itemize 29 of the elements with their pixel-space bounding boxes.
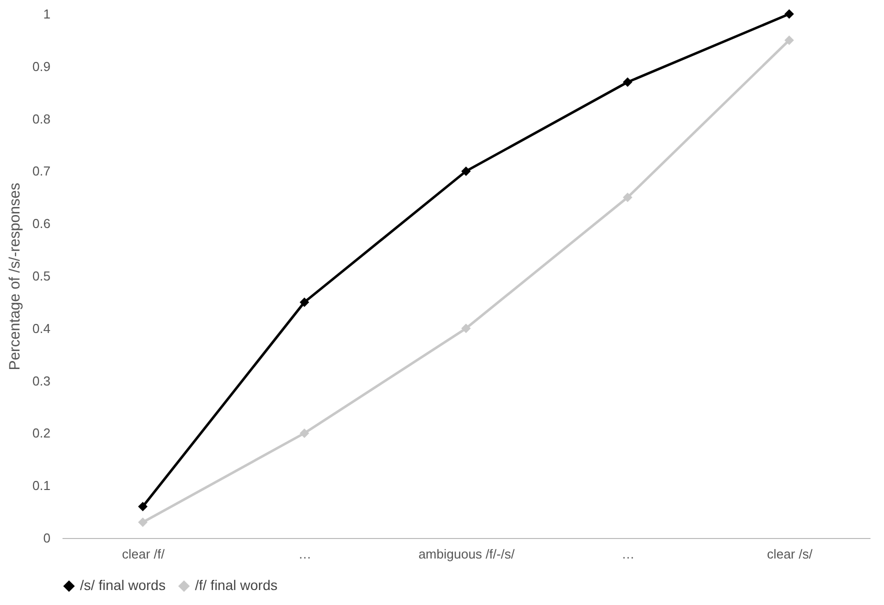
y-tick-label: 0.5 (32, 268, 50, 284)
legend-label: /f/ final words (195, 577, 278, 594)
point (300, 428, 310, 438)
x-tick-label: ambiguous /f/-/s/ (418, 546, 515, 562)
point (138, 502, 148, 512)
y-axis-title: Percentage of /s/-responses (6, 182, 24, 370)
point (461, 324, 471, 334)
y-tick-label: 1 (43, 6, 50, 22)
y-tick-label: 0.7 (32, 164, 50, 179)
y-tick-label: 0.1 (32, 478, 50, 494)
x-tick-label: clear /s/ (766, 546, 813, 562)
x-tick-label: … (622, 546, 635, 562)
point (300, 297, 310, 307)
y-tick-label: 0 (43, 530, 50, 546)
point (622, 192, 632, 202)
y-tick-label: 0.9 (32, 58, 50, 74)
y-tick-label: 0.2 (32, 426, 50, 441)
x-tick-label: … (298, 546, 312, 562)
point (622, 77, 632, 87)
point (461, 166, 471, 176)
legend-label: /s/ final words (80, 577, 166, 594)
point (784, 35, 794, 45)
x-tick-label: clear /f/ (122, 546, 165, 562)
point (784, 9, 794, 19)
y-tick-label: 0.6 (32, 216, 50, 232)
y-tick-label: 0.8 (32, 111, 50, 126)
y-tick-label: 0.4 (32, 320, 50, 336)
y-tick-label: 0.3 (32, 373, 50, 388)
point (138, 518, 148, 528)
